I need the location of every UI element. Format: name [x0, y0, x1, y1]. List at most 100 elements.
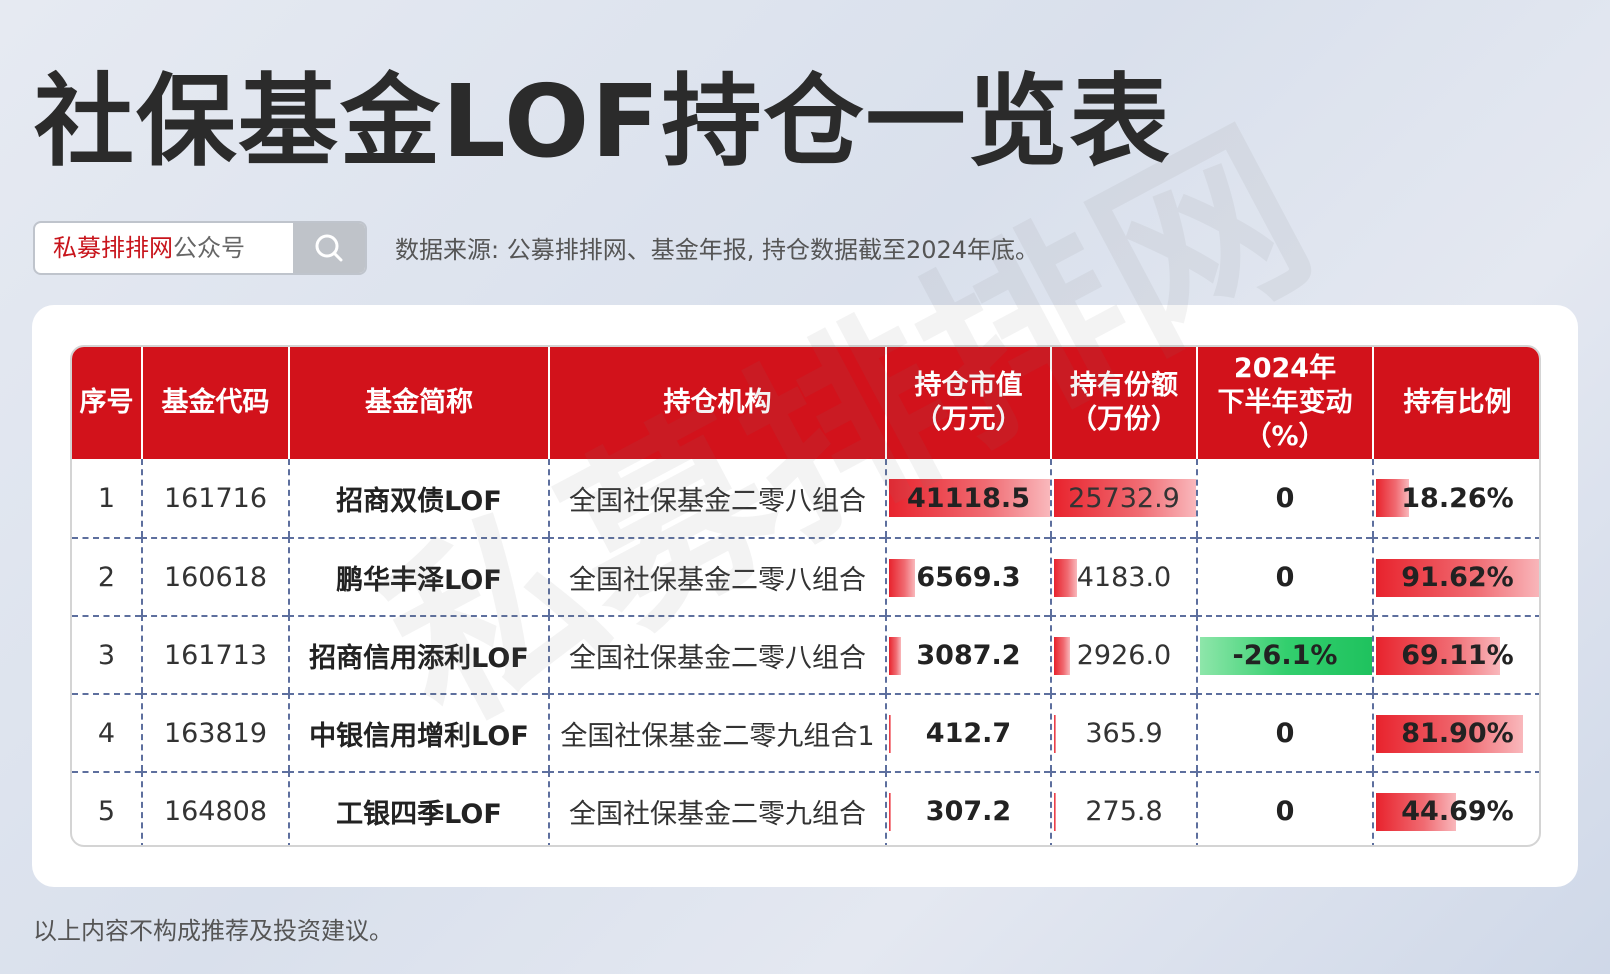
table-cell: 25732.9: [1050, 459, 1196, 537]
search-button[interactable]: [293, 223, 365, 273]
table-cell: 3: [72, 615, 141, 693]
cell-text: 307.2: [925, 795, 1012, 827]
table-cell: 工银四季LOF: [288, 771, 548, 845]
cell-text: 招商双债LOF: [336, 485, 502, 517]
cell-text: 18.26%: [1401, 482, 1514, 514]
table-cell: 全国社保基金二零八组合: [548, 537, 885, 615]
footer-note: 以上内容不构成推荐及投资建议。: [33, 917, 393, 945]
cell-text: 3: [97, 639, 116, 671]
header-cell: 基金简称: [288, 347, 548, 459]
cell-text: 中银信用增利LOF: [309, 720, 529, 752]
data-bar: [1376, 479, 1409, 517]
table-cell: 1: [72, 459, 141, 537]
table-cell: 307.2: [885, 771, 1050, 845]
data-bar: [1054, 715, 1057, 753]
table-cell: 412.7: [885, 693, 1050, 771]
search-box[interactable]: 私募排排网公众号: [33, 221, 367, 275]
cell-text: 全国社保基金二零八组合: [569, 642, 866, 674]
cell-text: 69.11%: [1401, 639, 1514, 671]
data-bar: [1376, 793, 1457, 831]
table-cell: 0: [1196, 693, 1372, 771]
table-cell: 69.11%: [1372, 615, 1539, 693]
cell-text: 275.8: [1085, 795, 1163, 827]
header-cell: 基金代码: [141, 347, 288, 459]
cell-text: 44.69%: [1401, 795, 1514, 827]
cell-text: 164808: [163, 795, 268, 827]
table-cell: 4183.0: [1050, 537, 1196, 615]
data-bar: [1054, 479, 1196, 517]
cell-text: 161713: [163, 639, 268, 671]
cell-text: 招商信用添利LOF: [309, 642, 529, 674]
data-bar: [1054, 559, 1078, 597]
cell-text: 160618: [163, 561, 268, 593]
search-brand: 私募排排网: [53, 234, 173, 262]
data-bar: [1054, 637, 1071, 675]
table-cell: 160618: [141, 537, 288, 615]
table-cell: 鹏华丰泽LOF: [288, 537, 548, 615]
table-cell: 3087.2: [885, 615, 1050, 693]
search-suffix: 公众号: [173, 234, 245, 262]
data-bar: [1200, 637, 1372, 675]
header-cell: 持仓机构: [548, 347, 885, 459]
table-cell: 中银信用增利LOF: [288, 693, 548, 771]
cell-text: 0: [1275, 717, 1295, 749]
table-cell: 招商信用添利LOF: [288, 615, 548, 693]
table-cell: 164808: [141, 771, 288, 845]
search-icon: [315, 234, 343, 262]
data-bar: [1376, 559, 1539, 597]
data-bar: [1376, 715, 1524, 753]
cell-text: 4183.0: [1076, 561, 1172, 593]
cell-text: 0: [1275, 482, 1295, 514]
data-bar: [889, 793, 891, 831]
table-cell: 18.26%: [1372, 459, 1539, 537]
search-text: 私募排排网公众号: [53, 223, 245, 273]
table: 序号 基金代码 基金简称 持仓机构 持仓市值 （万元） 持有份额 （万份） 2024年 下半…: [70, 345, 1541, 847]
cell-text: 0: [1275, 795, 1295, 827]
cell-text: 0: [1275, 561, 1295, 593]
table-cell: 全国社保基金二零八组合: [548, 459, 885, 537]
table-cell: 91.62%: [1372, 537, 1539, 615]
cell-text: 鹏华丰泽LOF: [336, 564, 502, 596]
cell-text: 全国社保基金二零九组合1: [560, 720, 875, 752]
table-cell: 0: [1196, 771, 1372, 845]
cell-text: 91.62%: [1401, 561, 1514, 593]
cell-text: 全国社保基金二零八组合: [569, 564, 866, 596]
table-cell: 0: [1196, 537, 1372, 615]
data-bar: [889, 559, 915, 597]
cell-text: 6569.3: [916, 561, 1021, 593]
table-cell: 0: [1196, 459, 1372, 537]
header-cell: 持有份额 （万份）: [1050, 347, 1196, 459]
cell-text: -26.1%: [1232, 639, 1338, 671]
cell-text: 4: [97, 717, 116, 749]
cell-text: 3087.2: [916, 639, 1021, 671]
header-cell: 序号: [72, 347, 141, 459]
cell-text: 2926.0: [1076, 639, 1172, 671]
table-cell: 全国社保基金二零九组合: [548, 771, 885, 845]
table-cell: 161713: [141, 615, 288, 693]
table-cell: 全国社保基金二零八组合: [548, 615, 885, 693]
header-cell: 持有比例: [1372, 347, 1539, 459]
table-cell: 161716: [141, 459, 288, 537]
table-cell: 5: [72, 771, 141, 845]
cell-text: 412.7: [925, 717, 1012, 749]
data-bar: [1376, 637, 1501, 675]
source-note: 数据来源: 公募排排网、基金年报, 持仓数据截至2024年底。: [395, 236, 1040, 264]
cell-text: 全国社保基金二零九组合: [569, 798, 866, 830]
cell-text: 25732.9: [1068, 482, 1180, 514]
table-cell: 81.90%: [1372, 693, 1539, 771]
page-title: 社保基金LOF持仓一览表: [34, 63, 1172, 180]
table-cell: 招商双债LOF: [288, 459, 548, 537]
cell-text: 161716: [163, 482, 268, 514]
table-cell: 41118.5: [885, 459, 1050, 537]
cell-text: 81.90%: [1401, 717, 1514, 749]
table-cell: 全国社保基金二零九组合1: [548, 693, 885, 771]
data-bar: [1054, 793, 1056, 831]
table-cell: 163819: [141, 693, 288, 771]
table-cell: 6569.3: [885, 537, 1050, 615]
table-cell: 365.9: [1050, 693, 1196, 771]
cell-text: 1: [97, 482, 116, 514]
header-cell: 持仓市值 （万元）: [885, 347, 1050, 459]
table-cell: 275.8: [1050, 771, 1196, 845]
table-cell: 44.69%: [1372, 771, 1539, 845]
